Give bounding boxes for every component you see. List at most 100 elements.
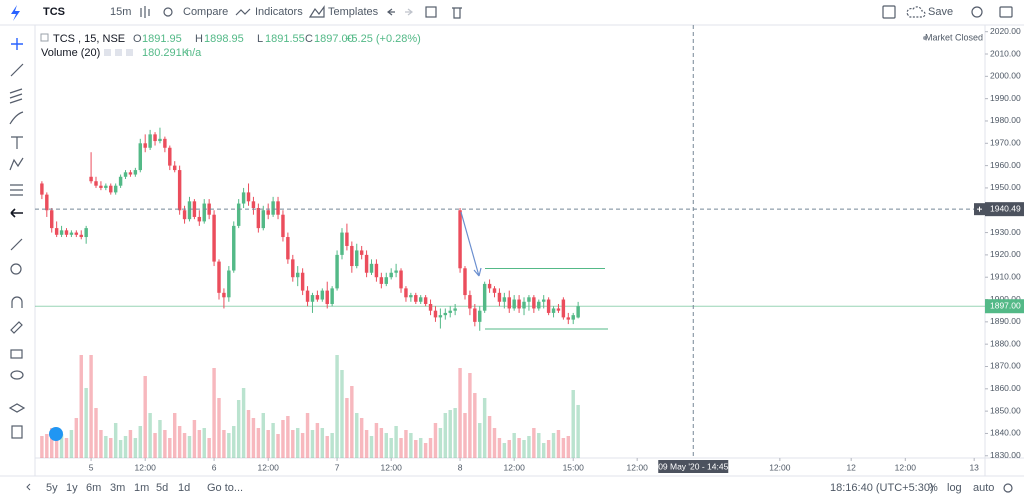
delete-button[interactable]: [452, 7, 462, 19]
remove-tool[interactable]: [11, 425, 23, 439]
x-tick-label: 13: [969, 462, 979, 472]
plot-area: 1830.00 1840.00 1850.00 1860.00 1870.00 1880.…: [35, 25, 1024, 473]
auto-toggle[interactable]: auto: [973, 482, 994, 494]
fullscreen-button[interactable]: [882, 5, 896, 19]
candle-body: [541, 299, 546, 302]
bottom-bar: Go to... 18:16:40 (UTC+5:30) % log auto …: [26, 482, 1013, 494]
collapse-icon[interactable]: [40, 33, 49, 42]
volume-bar: [50, 428, 54, 458]
ohlc-value: 1897.00: [314, 33, 354, 45]
candle-body: [458, 210, 462, 269]
range-button[interactable]: 5y: [46, 482, 58, 494]
range-button[interactable]: 3m: [110, 482, 125, 494]
volume-bar: [335, 355, 339, 458]
status-dot: [923, 36, 927, 40]
templates-button[interactable]: Templates: [328, 6, 379, 18]
volume-bar: [532, 428, 536, 458]
candle-body: [453, 308, 457, 311]
range-button[interactable]: 6m: [86, 482, 101, 494]
back-tool[interactable]: [10, 208, 23, 218]
candle-body: [473, 308, 477, 322]
chart-style-icon[interactable]: [140, 6, 150, 18]
indicators-button[interactable]: Indicators: [255, 6, 303, 18]
legend-button[interactable]: [104, 49, 111, 56]
range-button[interactable]: 1m: [134, 482, 149, 494]
magnet-tool[interactable]: [11, 296, 23, 308]
volume-bar: [517, 438, 521, 458]
candle-body: [187, 201, 192, 220]
candle-body: [374, 263, 379, 278]
volume-bar: [458, 368, 462, 458]
crosshair-time-label: 09 May '20 - 14:45: [658, 461, 728, 471]
candle-body: [232, 225, 236, 271]
brush-tool[interactable]: [9, 111, 24, 125]
percent-toggle[interactable]: %: [928, 482, 938, 494]
arrow-drawing[interactable]: [460, 211, 482, 277]
volume-bar: [281, 420, 285, 458]
fib-tool[interactable]: [9, 88, 23, 104]
interval[interactable]: 15m: [110, 6, 131, 18]
ohlc-label: O: [133, 33, 142, 45]
symbol[interactable]: TCS: [43, 6, 65, 18]
templates-icon[interactable]: [308, 5, 325, 18]
candle-body: [576, 306, 580, 318]
publish-icon[interactable]: [49, 427, 63, 441]
volume-bar: [379, 428, 384, 458]
candle-body: [443, 312, 448, 316]
stay-drawing-tool[interactable]: [10, 321, 23, 334]
log-toggle[interactable]: log: [947, 482, 962, 494]
candle-body: [113, 185, 118, 193]
range-button[interactable]: 1d: [178, 482, 190, 494]
lock-tool[interactable]: [10, 349, 23, 359]
snapshot-button[interactable]: [999, 6, 1013, 18]
range-button[interactable]: 5d: [156, 482, 168, 494]
undo-button[interactable]: [387, 8, 395, 16]
settings-button[interactable]: [971, 6, 983, 18]
pattern-tool[interactable]: [9, 157, 24, 171]
ohlc-label: C: [305, 33, 313, 45]
redo-button[interactable]: [405, 8, 413, 16]
compare-button[interactable]: Compare: [183, 6, 228, 18]
candle-body: [478, 310, 482, 322]
legend-button[interactable]: [115, 49, 122, 56]
indicators-icon[interactable]: [235, 8, 251, 16]
top-toolbar: TCS 15m Compare Indicators Templates Sav…: [0, 5, 1024, 26]
object-tree[interactable]: [8, 403, 26, 413]
candle-body: [507, 297, 511, 309]
candle-body: [409, 295, 413, 298]
y-tick-label: 1960.00: [990, 160, 1021, 170]
volume-bar: [541, 443, 546, 458]
volume-bar: [551, 433, 556, 458]
volume-bar: [374, 423, 379, 458]
cloud-icon[interactable]: [906, 6, 926, 18]
x-tick-label: 12:00: [769, 462, 791, 472]
add-price-icon[interactable]: [977, 206, 982, 212]
volume-bar: [251, 418, 256, 458]
volume-bar: [177, 426, 182, 458]
candle-body: [197, 216, 202, 222]
goto-button[interactable]: Go to...: [207, 482, 243, 494]
candle-body: [325, 290, 329, 304]
price-change: +5.25 (+0.28%): [345, 33, 421, 45]
y-tick-label: 1860.00: [990, 383, 1021, 393]
ranges-icon[interactable]: [26, 483, 31, 491]
x-tick-label: 12:00: [627, 462, 649, 472]
compare-icon[interactable]: [163, 7, 173, 17]
y-tick-label: 1880.00: [990, 338, 1021, 348]
prediction-tool[interactable]: [10, 184, 23, 196]
candle-body: [74, 232, 79, 235]
logo-icon[interactable]: [11, 5, 20, 21]
zoom-tool[interactable]: [10, 263, 22, 275]
alert-button[interactable]: [425, 6, 437, 18]
axis-settings[interactable]: [1003, 483, 1013, 493]
volume-bar: [133, 438, 138, 458]
candle-body: [546, 299, 551, 313]
ruler-tool[interactable]: [10, 238, 23, 251]
save-button[interactable]: Save: [928, 6, 953, 18]
text-tool[interactable]: [11, 136, 23, 149]
range-button[interactable]: 1y: [66, 482, 78, 494]
trend-line-tool[interactable]: [10, 63, 24, 77]
legend-button[interactable]: [126, 49, 133, 56]
hide-tool[interactable]: [10, 370, 24, 380]
crosshair-tool[interactable]: [11, 38, 23, 50]
